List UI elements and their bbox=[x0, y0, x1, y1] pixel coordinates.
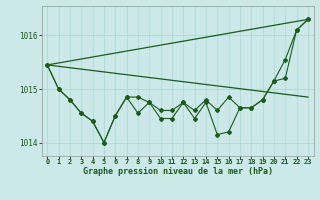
X-axis label: Graphe pression niveau de la mer (hPa): Graphe pression niveau de la mer (hPa) bbox=[83, 167, 273, 176]
